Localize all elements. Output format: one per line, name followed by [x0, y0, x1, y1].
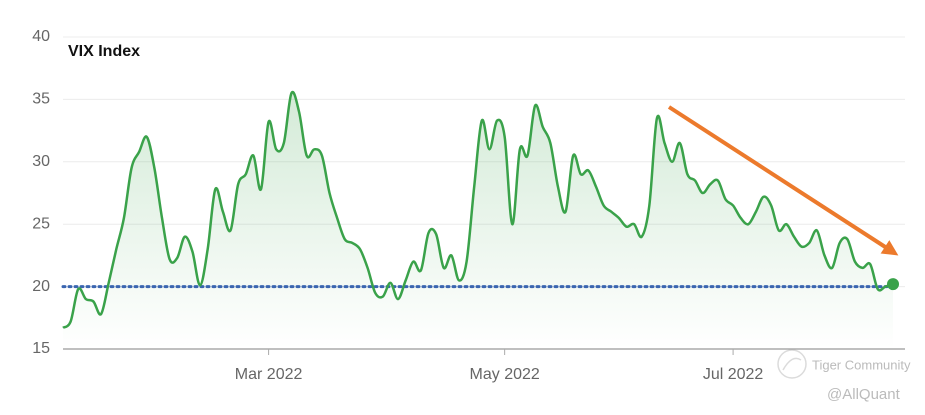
watermark: Tiger Community: [812, 357, 911, 372]
x-tick-label: Jul 2022: [703, 366, 764, 383]
y-tick-label: 15: [32, 340, 50, 357]
y-tick-label: 30: [32, 153, 50, 170]
x-tick-label: May 2022: [470, 366, 540, 383]
end-point: [887, 278, 899, 291]
y-tick-label: 35: [32, 91, 50, 108]
watermark: @AllQuant: [827, 386, 901, 403]
watermark-logo: [777, 349, 807, 379]
line: [62, 90, 894, 329]
x-tick-label: Mar 2022: [235, 366, 303, 383]
y-tick-label: 40: [32, 28, 50, 45]
chart-title: VIX Index: [68, 43, 140, 60]
trend-arrow: [667, 105, 899, 256]
area-fill: [63, 92, 893, 349]
y-tick-label: 25: [32, 215, 50, 232]
y-tick-label: 20: [32, 278, 50, 295]
